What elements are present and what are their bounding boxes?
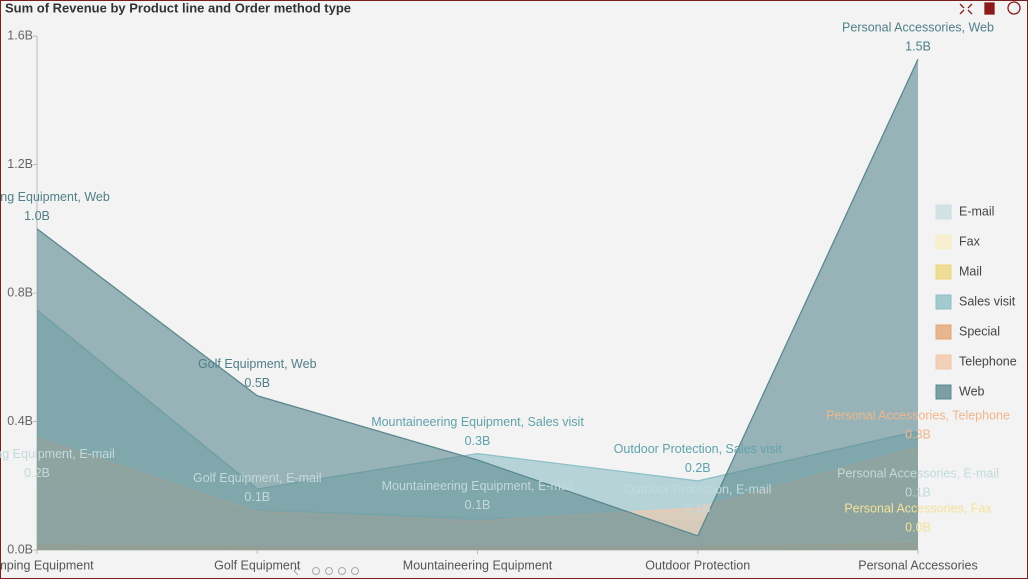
value-label: 1.5B xyxy=(905,39,931,53)
value-label: 0.2B xyxy=(24,466,50,480)
legend-item[interactable]: Special xyxy=(935,324,1000,340)
value-label: 0.1B xyxy=(465,498,491,512)
x-tick-label: Golf Equipment xyxy=(214,558,301,572)
legend-swatch xyxy=(935,204,952,220)
legend-swatch xyxy=(935,324,952,340)
value-label: 0.0B xyxy=(905,521,931,535)
legend-item[interactable]: Mail xyxy=(935,264,982,280)
y-tick-label: 0.0B xyxy=(7,542,33,556)
value-label: 0.5B xyxy=(244,376,270,390)
pager[interactable] xyxy=(293,566,359,576)
legend-label: Special xyxy=(959,324,1000,338)
value-label: 0.3B xyxy=(905,427,931,441)
chart-title: Sum of Revenue by Product line and Order… xyxy=(5,0,351,15)
legend-label: Sales visit xyxy=(959,294,1016,308)
pager-dot[interactable] xyxy=(325,567,333,575)
point-label: Mountaineering Equipment, E-mail xyxy=(382,479,574,493)
more-icon[interactable] xyxy=(1007,1,1021,15)
y-tick-label: 0.8B xyxy=(7,285,33,299)
value-label: 0.1B xyxy=(685,501,711,515)
legend-label: E-mail xyxy=(959,204,994,218)
legend-item[interactable]: Sales visit xyxy=(935,294,1016,310)
point-label: Golf Equipment, Web xyxy=(198,357,317,371)
legend-item[interactable]: Telephone xyxy=(935,354,1017,370)
point-label: Outdoor Protection, E-mail xyxy=(624,482,771,496)
area xyxy=(37,59,918,550)
toolbar[interactable] xyxy=(959,1,1021,15)
y-tick-label: 1.2B xyxy=(7,157,33,171)
x-tick-label: Outdoor Protection xyxy=(645,558,750,572)
legend-label: Web xyxy=(959,384,985,398)
x-tick-label: Mountaineering Equipment xyxy=(403,558,553,572)
value-label: 0.1B xyxy=(905,485,931,499)
point-label: Personal Accessories, Fax xyxy=(844,502,992,516)
pager-dot[interactable] xyxy=(351,567,359,575)
x-tick-label: Camping Equipment xyxy=(0,558,94,572)
pager-dot[interactable] xyxy=(312,567,320,575)
value-label: 0.2B xyxy=(685,461,711,475)
pager-prev[interactable] xyxy=(293,566,299,576)
plot-area xyxy=(36,58,919,550)
point-label: Personal Accessories, Web xyxy=(842,20,994,34)
legend-swatch xyxy=(935,384,952,400)
point-label: Outdoor Protection, Sales visit xyxy=(614,442,783,456)
legend-swatch xyxy=(935,234,952,250)
y-tick-label: 1.6B xyxy=(7,28,33,42)
export-icon[interactable] xyxy=(984,2,995,15)
legend-label: Fax xyxy=(959,234,981,248)
legend-swatch xyxy=(935,294,952,310)
y-tick-label: 0.4B xyxy=(7,414,33,428)
point-label: Mountaineering Equipment, Sales visit xyxy=(371,415,584,429)
legend-swatch xyxy=(935,264,952,280)
legend[interactable]: E-mail Fax Mail Sales visit Special Telephone… xyxy=(935,204,1017,400)
legend-swatch xyxy=(935,354,952,370)
value-label: 0.3B xyxy=(465,434,491,448)
x-tick-label: Personal Accessories xyxy=(858,558,978,572)
legend-label: Telephone xyxy=(959,354,1017,368)
legend-label: Mail xyxy=(959,264,982,278)
legend-item[interactable]: Web xyxy=(935,384,985,400)
legend-item[interactable]: Fax xyxy=(935,234,981,250)
expand-icon[interactable] xyxy=(959,3,973,15)
legend-item[interactable]: E-mail xyxy=(935,204,994,220)
pager-dot[interactable] xyxy=(338,567,346,575)
area-line xyxy=(36,58,919,537)
point-label: Golf Equipment, E-mail xyxy=(193,471,322,485)
point-label: Personal Accessories, E-mail xyxy=(837,466,999,480)
point-label: Camping Equipment, Web xyxy=(0,190,110,204)
point-label: Camping Equipment, E-mail xyxy=(0,447,115,461)
point-label: Personal Accessories, Telephone xyxy=(826,408,1010,422)
value-label: 0.1B xyxy=(244,490,270,504)
value-label: 1.0B xyxy=(24,209,50,223)
